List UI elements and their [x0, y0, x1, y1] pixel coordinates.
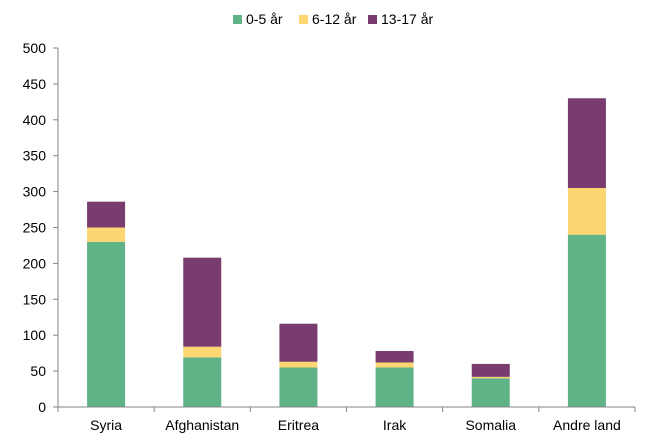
bar-andre-land-series-1: [567, 188, 606, 235]
legend: 0-5 år 6-12 år 13-17 år: [233, 11, 433, 27]
y-tick-label: 50: [30, 363, 46, 379]
bar-somalia-series-2: [471, 363, 510, 377]
bars: [87, 98, 606, 407]
bar-eritrea-series-0: [279, 367, 318, 407]
bar-syria-series-1: [87, 227, 126, 242]
y-tick-label: 400: [23, 112, 47, 128]
bar-eritrea-series-2: [279, 323, 318, 362]
bar-somalia-series-0: [471, 378, 510, 407]
y-tick-label: 500: [23, 40, 47, 56]
x-tick-label: Somalia: [465, 417, 516, 433]
bar-irak-series-1: [375, 362, 414, 368]
y-tick-label: 250: [23, 220, 47, 236]
x-axis: Syria Afghanistan Eritrea Irak Somalia Andre …: [57, 406, 636, 433]
y-tick-label: 450: [23, 76, 47, 92]
legend-label: 13-17 år: [381, 11, 433, 27]
y-tick-label: 0: [38, 399, 46, 415]
x-tick-label: Eritrea: [278, 417, 319, 433]
legend-label: 6-12 år: [312, 11, 357, 27]
legend-item-1: 6-12 år: [299, 11, 357, 27]
bar-andre-land-series-0: [567, 234, 606, 407]
legend-swatch: [368, 15, 377, 24]
legend-label: 0-5 år: [246, 11, 283, 27]
bar-eritrea-series-1: [279, 361, 318, 368]
y-tick-label: 150: [23, 291, 47, 307]
bar-syria-series-2: [87, 201, 126, 228]
bar-afghanistan-series-0: [183, 357, 222, 407]
y-axis: 0 50 100 150 200 250 300 350 400 450 500: [23, 40, 59, 415]
x-tick-label: Syria: [90, 417, 122, 433]
bar-irak-series-2: [375, 350, 414, 363]
x-tick-label: Afghanistan: [165, 417, 239, 433]
bar-irak-series-0: [375, 367, 414, 407]
legend-swatch: [299, 15, 308, 24]
bar-afghanistan-series-1: [183, 346, 222, 358]
bar-somalia-series-1: [471, 376, 510, 379]
bar-afghanistan-series-2: [183, 257, 222, 347]
y-tick-label: 350: [23, 148, 47, 164]
y-tick-label: 200: [23, 255, 47, 271]
legend-item-2: 13-17 år: [368, 11, 433, 27]
bar-andre-land-series-2: [567, 98, 606, 189]
y-tick-label: 100: [23, 327, 47, 343]
legend-item-0: 0-5 år: [233, 11, 283, 27]
x-tick-label: Andre land: [553, 417, 621, 433]
x-tick-label: Irak: [383, 417, 407, 433]
legend-swatch: [233, 15, 242, 24]
bar-syria-series-0: [87, 241, 126, 407]
y-tick-label: 300: [23, 184, 47, 200]
